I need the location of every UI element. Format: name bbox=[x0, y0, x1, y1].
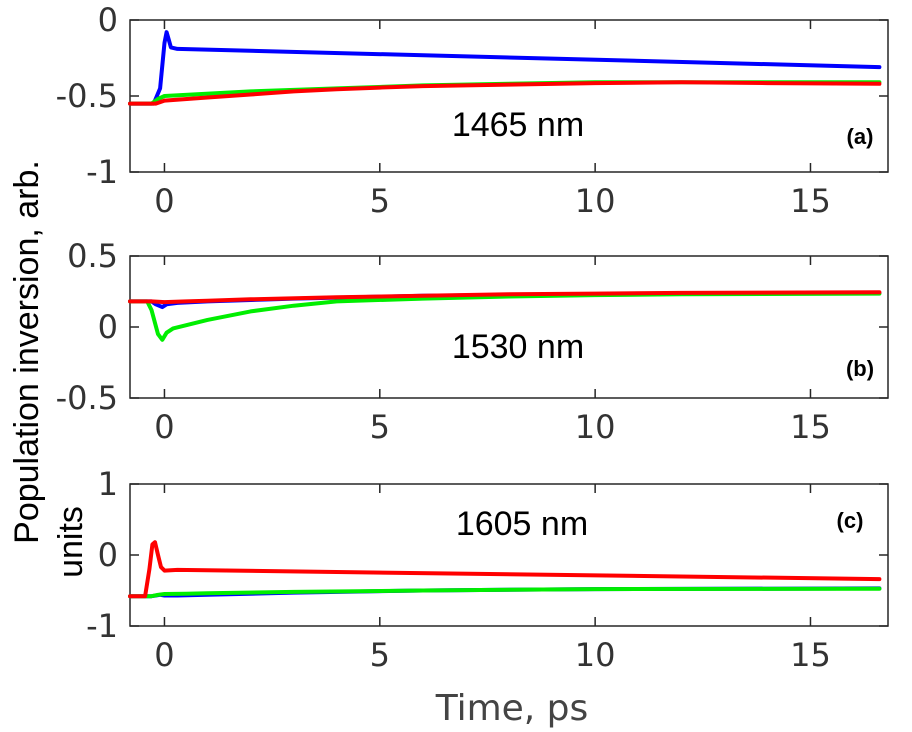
x-tick-label: 5 bbox=[370, 182, 390, 220]
x-tick-label: 15 bbox=[790, 408, 831, 446]
y-tick-label: -0.5 bbox=[56, 77, 118, 115]
y-tick-label: 0.5 bbox=[67, 237, 118, 275]
y-axis-label-line1: Population inversion, arb. bbox=[8, 160, 46, 544]
x-tick-label: 5 bbox=[370, 636, 390, 674]
panel-label: (c) bbox=[837, 508, 864, 533]
panel-label: (a) bbox=[847, 124, 874, 149]
x-axis-label: Time, ps bbox=[435, 688, 589, 729]
x-tick-label: 0 bbox=[154, 408, 174, 446]
y-tick-label: 0 bbox=[98, 536, 118, 574]
y-tick-label: -1 bbox=[86, 153, 118, 191]
x-tick-label: 10 bbox=[575, 636, 616, 674]
series-red bbox=[128, 290, 882, 305]
y-axis-label-line2: units bbox=[52, 506, 90, 578]
panel-label: (b) bbox=[846, 356, 874, 381]
y-tick-label: 0 bbox=[98, 1, 118, 39]
wavelength-label: 1530 nm bbox=[452, 328, 584, 366]
x-tick-label: 10 bbox=[575, 182, 616, 220]
axes-box bbox=[129, 255, 889, 399]
x-tick-label: 5 bbox=[370, 408, 390, 446]
y-tick-label: -1 bbox=[86, 607, 118, 645]
x-tick-label: 15 bbox=[790, 182, 831, 220]
wavelength-label: 1465 nm bbox=[452, 106, 584, 144]
y-tick-label: -0.5 bbox=[56, 379, 118, 417]
y-tick-label: 1 bbox=[98, 465, 118, 503]
x-tick-label: 10 bbox=[575, 408, 616, 446]
x-tick-label: 15 bbox=[790, 636, 831, 674]
wavelength-label: 1605 nm bbox=[456, 505, 588, 543]
series-green bbox=[128, 586, 882, 599]
y-tick-label: 0 bbox=[98, 308, 118, 346]
series-red bbox=[128, 540, 882, 599]
panel-2: 0.5 0 -0.5 0 5 10 15 1530 nm (b) bbox=[56, 237, 889, 446]
x-tick-label: 0 bbox=[154, 636, 174, 674]
panel-1: 0 -0.5 -1 0 5 10 15 1465 nm (a) bbox=[56, 1, 889, 220]
x-tick-label: 0 bbox=[154, 182, 174, 220]
series-red bbox=[128, 80, 882, 106]
